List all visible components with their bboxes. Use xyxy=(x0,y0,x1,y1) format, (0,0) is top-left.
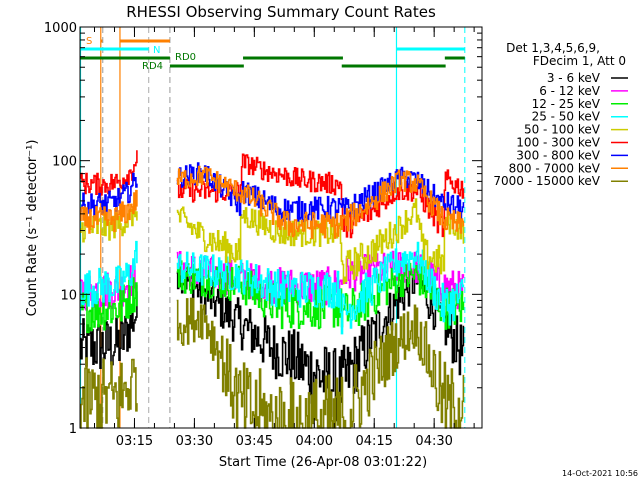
y-tick-label: 100 xyxy=(52,155,77,170)
x-axis-label: Start Time (26-Apr-08 03:01:22) xyxy=(219,455,427,470)
series-line-7 xyxy=(80,189,138,234)
series-line-3 xyxy=(80,240,138,308)
plot-frame xyxy=(79,26,483,429)
flag-label-rd0: RD0 xyxy=(175,52,196,63)
legend-label: 7000 - 15000 keV xyxy=(493,174,600,188)
legend-label: 300 - 800 keV xyxy=(516,148,600,162)
legend-label: 50 - 100 keV xyxy=(524,123,601,137)
x-tick-label: 04:15 xyxy=(355,434,392,449)
legend-label: 3 - 6 keV xyxy=(547,71,601,85)
flag-label-n: N xyxy=(153,45,160,56)
legend-header-1: Det 1,3,4,5,6,9, xyxy=(506,41,600,55)
footer-timestamp: 14-Oct-2021 10:56 xyxy=(562,469,638,478)
x-tick-label: 03:30 xyxy=(176,434,213,449)
flag-label-s: S xyxy=(86,36,92,47)
axis-ticks: 1 10 100 1000 03:15 03:30 03:45 04:00 04:15 04:30 xyxy=(44,21,482,449)
x-tick-label: 04:00 xyxy=(296,434,333,449)
flag-bars: S N RD0 RD4 xyxy=(80,36,465,72)
y-tick-label: 1000 xyxy=(44,21,77,36)
y-tick-label: 10 xyxy=(60,288,77,303)
flag-label-rd4: RD4 xyxy=(142,61,163,72)
legend-label: 800 - 7000 keV xyxy=(509,161,601,175)
series-group xyxy=(80,150,465,429)
series-line-7 xyxy=(176,165,465,239)
legend-label: 6 - 12 keV xyxy=(539,84,601,98)
legend-header-2: FDecim 1, Att 0 xyxy=(533,54,626,68)
x-tick-label: 03:15 xyxy=(116,434,153,449)
series-line-8 xyxy=(80,357,138,429)
legend-label: 12 - 25 keV xyxy=(532,97,601,111)
series-line-2 xyxy=(80,277,138,334)
x-tick-label: 04:30 xyxy=(415,434,452,449)
series-line-2 xyxy=(176,260,465,330)
y-axis-label: Count Rate (s⁻¹ detector⁻¹) xyxy=(25,140,40,317)
y-tick-label: 1 xyxy=(69,422,77,437)
x-tick-label: 03:45 xyxy=(236,434,273,449)
legend-label: 25 - 50 keV xyxy=(532,110,601,124)
chart-title: RHESSI Observing Summary Count Rates xyxy=(126,3,436,21)
series-line-3 xyxy=(176,241,465,335)
legend-label: 100 - 300 keV xyxy=(516,136,600,150)
series-line-4 xyxy=(176,198,465,285)
series-line-0 xyxy=(80,291,138,369)
